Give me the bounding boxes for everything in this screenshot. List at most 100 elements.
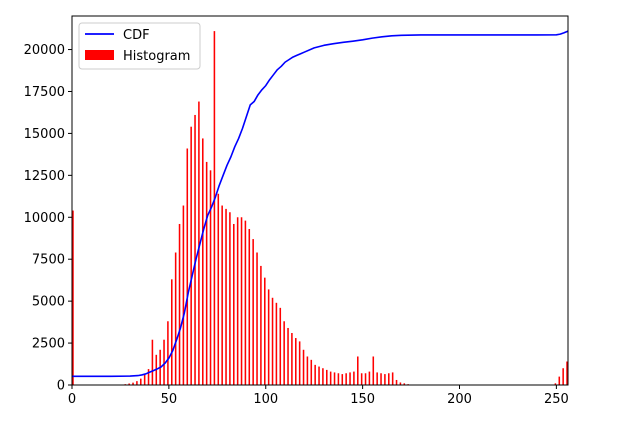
histogram-bar — [403, 383, 406, 385]
histogram-bar — [256, 252, 258, 385]
histogram-bar — [368, 371, 371, 385]
histogram-bar — [388, 373, 390, 385]
histogram-bar — [318, 366, 320, 385]
histogram-bar — [128, 383, 130, 385]
histogram-bar — [562, 368, 564, 385]
histogram-bar — [384, 374, 386, 385]
histogram-bar — [322, 368, 324, 385]
histogram-bar — [380, 373, 382, 385]
cdf-line — [72, 30, 569, 378]
histogram-bar — [349, 372, 351, 385]
histogram-bar — [171, 279, 173, 385]
histogram-bar — [190, 126, 192, 385]
histogram-bar — [151, 339, 154, 385]
histogram-bar — [178, 223, 181, 385]
histogram-bar — [244, 220, 247, 385]
histogram-bar — [267, 289, 270, 385]
histogram-bar — [209, 170, 212, 385]
histogram-bar — [248, 229, 251, 385]
histogram-bar — [372, 356, 375, 385]
histogram-bar — [163, 339, 165, 385]
histogram-bar — [143, 374, 146, 385]
histogram-bar — [229, 212, 231, 385]
legend-cdf-label: CDF — [123, 28, 150, 43]
histogram-bar — [136, 381, 138, 385]
histogram-bar — [295, 338, 297, 385]
legend-histogram-swatch — [85, 50, 114, 60]
x-tick-label: 150 — [350, 392, 375, 407]
histogram-bar — [283, 321, 285, 385]
histogram-bar — [275, 302, 278, 385]
x-axis-ticks: 0 50 100 150 200 250 — [68, 385, 569, 407]
plot-frame — [71, 15, 569, 386]
y-tick-label: 17500 — [24, 85, 65, 100]
histogram-bar — [174, 252, 177, 385]
histogram-bar — [298, 341, 301, 385]
histogram-bar — [194, 114, 196, 386]
histogram-bar — [566, 361, 568, 385]
histogram-bar — [279, 307, 282, 385]
histogram-bar — [326, 369, 328, 385]
histogram-bar — [360, 373, 363, 385]
histogram-bar — [399, 382, 402, 385]
histogram-bar — [333, 372, 336, 385]
legend-histogram-label: Histogram — [123, 49, 190, 64]
histogram-bars — [72, 31, 568, 386]
histogram-bar — [554, 383, 557, 385]
histogram-bar — [147, 369, 150, 385]
histogram-bar — [391, 372, 394, 385]
histogram-bar — [167, 321, 169, 385]
y-tick-label: 12500 — [24, 169, 65, 184]
y-tick-label: 0 — [57, 379, 65, 394]
histogram-bar — [310, 359, 313, 385]
histogram-bar — [186, 148, 189, 385]
histogram-bar — [233, 223, 235, 385]
legend: CDF Histogram — [78, 22, 201, 70]
y-tick-label: 20000 — [24, 43, 65, 58]
x-tick-label: 250 — [544, 392, 569, 407]
histogram-bar — [213, 31, 216, 385]
histogram-bar — [558, 376, 561, 385]
histogram-bar — [217, 193, 220, 385]
histogram-bar — [364, 373, 367, 385]
histogram-bar — [252, 239, 254, 385]
histogram-bar — [221, 205, 223, 385]
x-tick-label: 50 — [161, 392, 178, 407]
histogram-bar — [202, 138, 204, 385]
histogram-bar — [306, 356, 309, 385]
histogram-bar — [395, 379, 398, 385]
histogram-bar — [72, 210, 74, 385]
histogram-bar — [182, 205, 185, 385]
y-tick-label: 7500 — [32, 253, 65, 268]
y-tick-label: 15000 — [24, 127, 65, 142]
histogram-bar — [314, 364, 316, 385]
y-tick-label: 2500 — [32, 337, 65, 352]
histogram-bar — [225, 208, 227, 385]
histogram-bar — [345, 373, 347, 385]
histogram-bar — [353, 371, 355, 385]
histogram-bar — [302, 349, 305, 385]
histogram-bar — [264, 277, 266, 385]
x-tick-label: 100 — [253, 392, 278, 407]
histogram-bar — [376, 372, 378, 385]
histogram-bar — [198, 101, 200, 385]
histogram-bar — [271, 297, 274, 385]
histogram-bar — [205, 161, 208, 385]
y-tick-label: 10000 — [24, 211, 65, 226]
y-axis-ticks: 0 2500 5000 7500 10000 12500 15000 17500 20000 — [24, 43, 72, 394]
histogram-bar — [287, 327, 289, 385]
histogram-bar — [337, 373, 340, 385]
histogram-bar — [260, 265, 262, 385]
histogram-bar — [236, 217, 239, 385]
histogram-bar — [132, 382, 134, 385]
histogram-bar — [341, 374, 344, 385]
y-tick-label: 5000 — [32, 295, 65, 310]
histogram-bar — [140, 378, 142, 385]
x-tick-label: 200 — [447, 392, 472, 407]
cdf-line-layer — [72, 30, 569, 378]
histogram-bar — [240, 217, 243, 385]
histogram-bar — [329, 371, 332, 385]
histogram-bar — [291, 333, 293, 385]
